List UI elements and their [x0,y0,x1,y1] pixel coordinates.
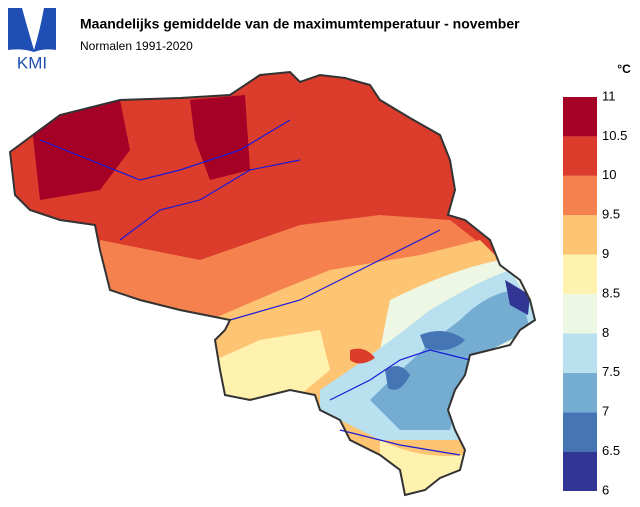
logo-text: KMI [17,53,47,72]
country-border [8,70,537,497]
legend-bin [563,136,597,176]
legend-tick-label: 11 [602,88,616,103]
legend-bin [563,254,597,294]
legend-bin [563,333,597,373]
temperature-field [10,72,535,495]
legend-tick-label: 7.5 [602,364,620,379]
legend-bin [563,294,597,334]
legend-tick-label: 10.5 [602,128,627,143]
legend-tick-label: 9 [602,246,609,261]
title: Maandelijks gemiddelde van de maximumtem… [80,16,520,32]
legend-bin [563,175,597,216]
legend-bin [563,97,597,137]
legend-tick-label: 9.5 [602,207,620,222]
legend-tick-label: 6 [602,482,609,497]
legend-tick-label: 7 [602,404,609,419]
legend-tick-label: 8.5 [602,285,620,300]
legend-bin [563,412,597,452]
legend: 6 6.5 7 7.5 8 8.5 9 9.5 10 10.5 11 [563,88,627,497]
logo: KMI [8,8,56,72]
legend-bin [563,451,597,491]
legend-bin [563,372,597,413]
legend-tick-label: 6.5 [602,443,620,458]
rivers [39,119,471,456]
legend-tick-label: 8 [602,325,609,340]
legend-bin [563,215,597,255]
legend-unit: °C [617,62,631,76]
legend-tick-label: 10 [602,167,616,182]
subtitle: Normalen 1991-2020 [80,39,193,53]
